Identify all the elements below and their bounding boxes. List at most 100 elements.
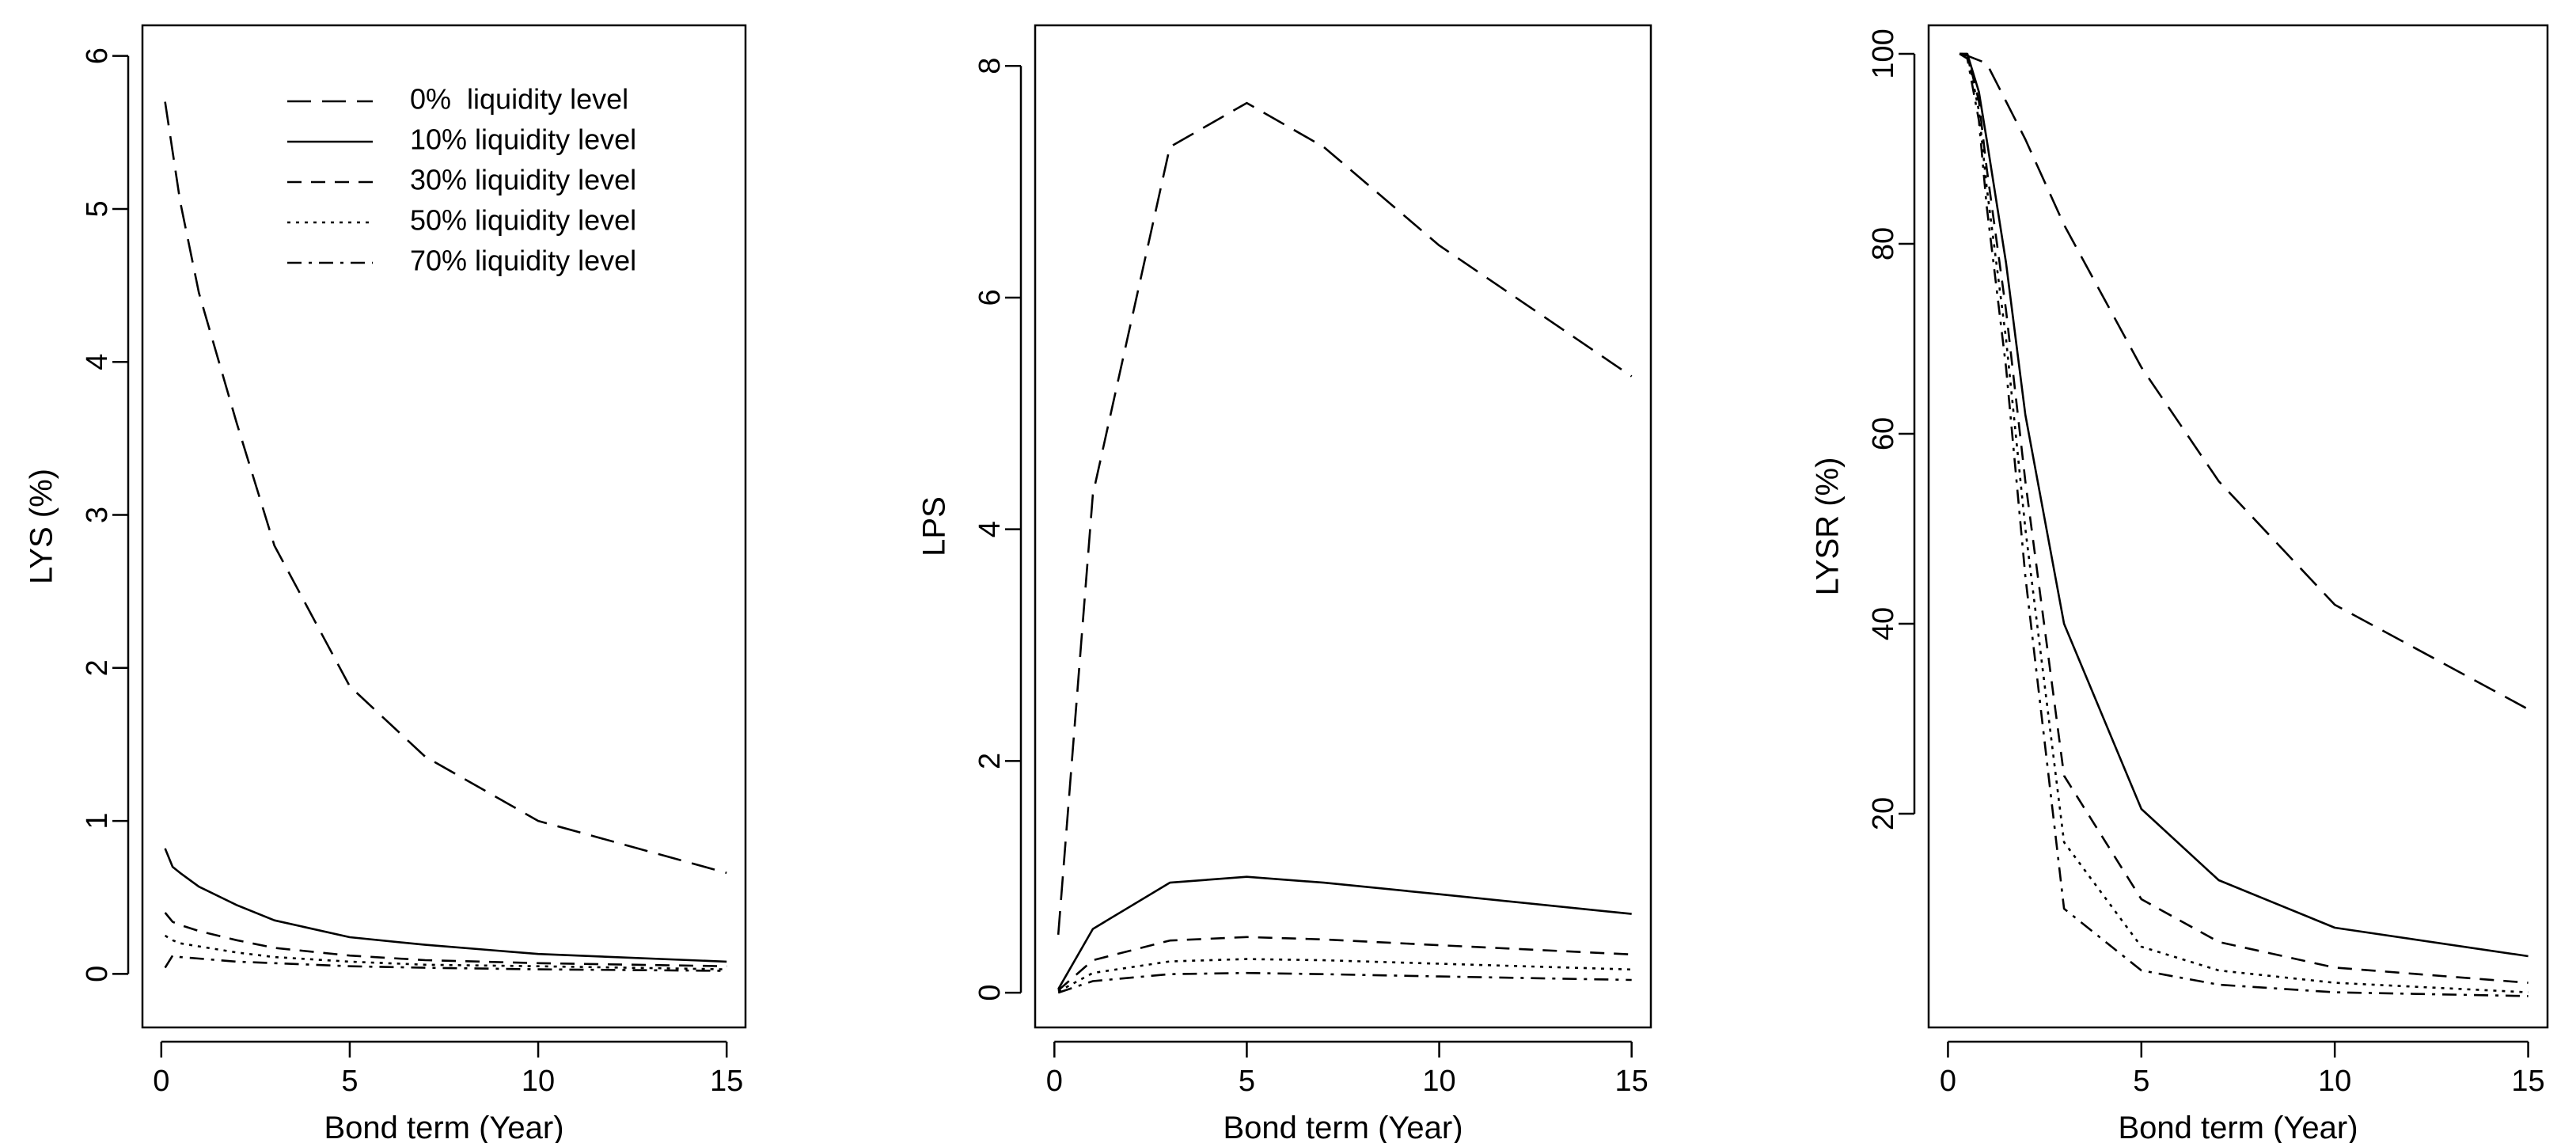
lysr-data-point — [2005, 262, 2007, 264]
lysr-data-point — [2217, 984, 2219, 985]
lysr-x-axis-title: Bond term (Year) — [2118, 1111, 2358, 1143]
lys-data-point — [274, 963, 275, 964]
lps-data-point — [1438, 963, 1440, 964]
lys-data-point — [274, 947, 275, 948]
lys-data-point — [236, 422, 237, 423]
lysr-data-point — [2141, 366, 2142, 368]
lysr-y-tick-label: 100 — [1867, 28, 1900, 78]
lps-y-tick-label: 0 — [973, 985, 1007, 1001]
lps-x-tick-label: 15 — [1615, 1065, 1648, 1098]
lysr-data-point — [2024, 528, 2026, 530]
lysr-y-tick-label: 80 — [1867, 227, 1900, 260]
lys-data-point — [349, 936, 351, 938]
lysr-y-tick-label: 40 — [1867, 607, 1900, 640]
lys-y-tick-label: 3 — [81, 507, 114, 523]
lysr-y-tick-label: 20 — [1867, 797, 1900, 830]
lys-y-tick-label: 0 — [81, 966, 114, 982]
lysr-data-point — [2527, 982, 2529, 983]
lys-x-tick-label: 5 — [341, 1065, 358, 1098]
lysr-data-point — [2063, 908, 2065, 909]
lysr-data-point — [2334, 966, 2335, 968]
lysr-data-point — [2527, 991, 2529, 993]
lysr-data-point — [2024, 414, 2026, 416]
lys-data-point — [349, 955, 351, 956]
lys-y-tick-label: 2 — [81, 659, 114, 676]
lys-data-point — [164, 912, 165, 913]
lys-data-point — [172, 940, 173, 941]
lys-data-point — [198, 958, 199, 959]
lps-data-point — [1631, 954, 1633, 955]
lysr-data-point — [2141, 970, 2142, 971]
lysr-data-point — [2141, 808, 2142, 810]
lps-data-point — [1169, 146, 1170, 148]
lys-data-point — [424, 966, 426, 968]
lys-data-point — [349, 961, 351, 963]
lysr-data-point — [1967, 58, 1968, 59]
lysr-data-point — [2141, 946, 2142, 947]
lys-data-point — [164, 966, 165, 968]
lysr-data-point — [2005, 309, 2007, 311]
lysr-data-point — [1986, 139, 1987, 140]
lysr-y-tick-label: 60 — [1867, 417, 1900, 450]
lys-y-tick-label: 1 — [81, 812, 114, 829]
lps-series-line-dotted — [1057, 958, 1632, 993]
lysr-data-point — [1986, 167, 1987, 169]
lps-data-point — [1246, 936, 1247, 938]
lysr-series-line-solid — [1960, 52, 2529, 958]
lys-data-point — [726, 970, 727, 971]
lysr-series-line-medium — [1960, 52, 2529, 984]
lps-series-line-solid — [1057, 875, 1632, 990]
lps-data-point — [1092, 928, 1094, 929]
lysr-data-point — [2217, 879, 2219, 881]
lys-data-point — [424, 959, 426, 961]
lysr-data-point — [2334, 991, 2335, 993]
lps-data-point — [1246, 972, 1247, 974]
lys-data-point — [274, 920, 275, 921]
lys-data-point — [349, 685, 351, 687]
lys-data-point — [537, 968, 539, 970]
lys-data-point — [726, 966, 727, 967]
lps-data-point — [1246, 102, 1247, 104]
lys-x-tick-label: 0 — [153, 1065, 169, 1098]
lys-data-point — [424, 964, 426, 966]
lys-data-point — [537, 953, 539, 955]
lys-data-point — [179, 200, 180, 202]
lysr-data-point — [2063, 775, 2065, 777]
lys-data-point — [726, 872, 727, 874]
lys-data-point — [179, 943, 180, 944]
lysr-x-tick-label: 5 — [2133, 1065, 2149, 1098]
lps-series-line-dotdash — [1057, 971, 1632, 994]
lps-data-point — [1323, 959, 1325, 961]
lysr-data-point — [1967, 53, 1968, 55]
lysr-x-tick-label: 10 — [2318, 1065, 2351, 1098]
lys-x-tick-label: 10 — [522, 1065, 555, 1098]
lys-data-point — [537, 963, 539, 964]
lys-x-tick-label: 15 — [710, 1065, 743, 1098]
lys-data-point — [274, 545, 275, 546]
lysr-data-point — [1986, 63, 1987, 64]
lps-y-tick-label: 2 — [973, 753, 1007, 769]
lys-data-point — [726, 961, 727, 963]
lps-data-point — [1631, 913, 1633, 914]
lps-series-line-medium — [1057, 936, 1632, 992]
lps-y-tick-label: 8 — [973, 58, 1007, 74]
lps-data-point — [1631, 375, 1633, 377]
lysr-data-point — [2005, 338, 2007, 340]
lysr-data-point — [2217, 480, 2219, 482]
lys-data-point — [236, 951, 237, 953]
lps-x-tick-label: 10 — [1422, 1065, 1455, 1098]
lps-data-point — [1057, 992, 1059, 993]
legend-label: 0% liquidity level — [410, 83, 628, 116]
lysr-series-line-dotted — [1960, 52, 2529, 993]
lps-data-point — [1246, 876, 1247, 878]
lysr-y-axis-title: LYSR (%) — [1811, 458, 1846, 596]
lys-y-tick-label: 4 — [81, 354, 114, 370]
lys-data-point — [236, 940, 237, 941]
lys-series-line-dotdash — [164, 954, 727, 972]
lys-data-point — [424, 756, 426, 758]
lps-data-point — [1169, 882, 1170, 883]
lys-data-point — [198, 292, 199, 294]
lys-data-point — [537, 820, 539, 822]
lys-data-point — [236, 961, 237, 963]
lysr-data-point — [2334, 927, 2335, 928]
